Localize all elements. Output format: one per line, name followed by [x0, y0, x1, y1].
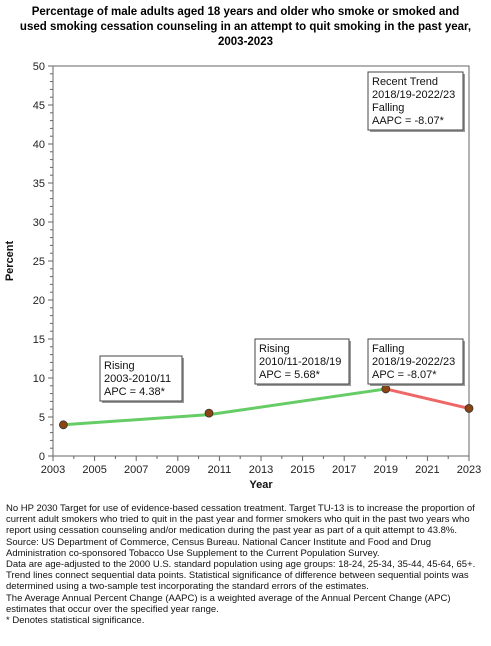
chart-title-line: 2003-2023	[218, 36, 273, 48]
y-tick-label: 5	[39, 412, 45, 424]
footnote-trend-lines: Trend lines connect sequential data poin…	[6, 570, 469, 593]
x-tick-label: 2009	[166, 464, 190, 476]
x-tick-label: 2021	[415, 464, 439, 476]
footnote-aapc: The Average Annual Percent Change (AAPC)…	[6, 592, 451, 615]
data-point	[464, 404, 474, 413]
x-tick-label: 2019	[374, 464, 398, 476]
annotation-frame	[99, 355, 183, 402]
line-chart: 0 5 10 15 20 25 30 35 40 45 50 2003 2005 2007 2009 201…	[4, 61, 481, 491]
trend-lines	[61, 387, 471, 427]
annotation-line: 2018/19-2022/23	[372, 89, 455, 101]
chart-title-line: Percentage of male adults aged 18 years …	[31, 6, 460, 18]
y-axis: 0 5 10 15 20 25 30 35 40 45 50	[33, 61, 53, 463]
annotation-frame	[254, 338, 350, 385]
chart-title: Percentage of male adults aged 18 years …	[4, 5, 487, 50]
y-tick-label: 10	[33, 373, 45, 385]
y-tick-label: 35	[33, 178, 45, 190]
annotation-line: Falling	[372, 102, 404, 114]
y-tick-label: 40	[33, 139, 45, 151]
footnotes: No HP 2030 Target for use of evidence-ba…	[6, 503, 488, 626]
annotation-line: 2003-2010/11	[104, 373, 171, 385]
data-markers	[59, 384, 474, 430]
data-point	[59, 420, 68, 430]
annotation-line: AAPC = -8.07*	[372, 115, 445, 127]
x-axis: 2003 2005 2007 2009 2011 2013 2015 2017 2019 2021…	[41, 456, 481, 476]
annotation-line: Rising	[259, 343, 290, 355]
data-point	[204, 408, 214, 418]
x-tick-label: 2017	[332, 464, 356, 476]
annotation-line: 2018/19-2022/23	[372, 356, 455, 368]
x-axis-title: Year	[249, 479, 273, 491]
chart-title-line: used smoking cessation counseling in an …	[19, 21, 472, 33]
annotation-line: APC = 5.68*	[259, 369, 321, 381]
annotation-line: APC = 4.38*	[104, 386, 166, 398]
annotation-line: 2010/11-2018/19	[259, 356, 341, 368]
trend-segment-1	[61, 413, 211, 427]
x-tick-label: 2003	[41, 464, 65, 476]
footnote-significance: * Denotes statistical significance.	[6, 615, 145, 627]
data-point	[381, 384, 391, 394]
trend-segment-2	[207, 387, 388, 417]
y-axis-title: Percent	[4, 240, 16, 281]
trend-segment-3	[384, 387, 471, 410]
annotation-frame	[367, 338, 464, 385]
y-tick-label: 15	[33, 334, 45, 346]
footnote-target: No HP 2030 Target for use of evidence-ba…	[6, 503, 475, 537]
y-tick-label: 45	[33, 100, 45, 112]
y-tick-label: 50	[33, 61, 45, 73]
annotation-line: Falling	[372, 343, 404, 355]
y-tick-label: 25	[33, 256, 45, 268]
annotation-line: APC = -8.07*	[372, 369, 437, 381]
annotation-frame	[367, 71, 464, 131]
y-tick-label: 30	[33, 217, 45, 229]
y-tick-label: 20	[33, 295, 45, 307]
x-tick-label: 2023	[457, 464, 481, 476]
y-tick-label: 0	[39, 451, 45, 463]
x-tick-label: 2015	[290, 464, 314, 476]
x-tick-label: 2013	[249, 464, 273, 476]
footnote-age-adjust: Data are age-adjusted to the 2000 U.S. s…	[6, 559, 476, 571]
x-tick-label: 2011	[208, 464, 232, 476]
annotation-line: Rising	[104, 360, 135, 372]
x-tick-label: 2007	[124, 464, 148, 476]
x-tick-label: 2005	[82, 464, 106, 476]
footnote-source: Source: US Department of Commerce, Censu…	[6, 536, 432, 559]
annotation-line: Recent Trend	[372, 76, 438, 88]
